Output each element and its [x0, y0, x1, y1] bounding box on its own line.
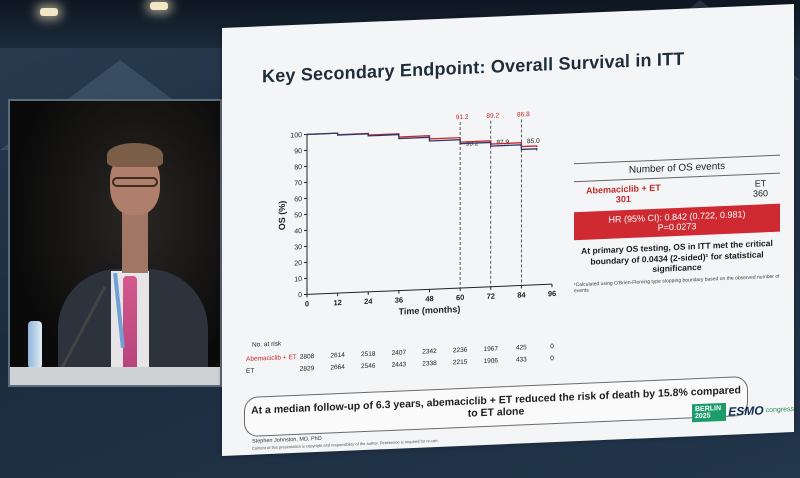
x-tick-label: 12: [333, 298, 341, 307]
arm-a-events: Abemaciclib + ET 301: [586, 183, 661, 206]
milestone-label-bottom: 85.0: [527, 138, 540, 146]
speaker-tie: [123, 276, 137, 384]
speaker-video-feed: [8, 99, 222, 387]
speaker-hair: [107, 143, 163, 167]
y-tick-label: 70: [294, 180, 302, 187]
hazard-ratio-box: HR (95% CI): 0.842 (0.722, 0.981) P=0.02…: [574, 203, 780, 241]
key-takeaway: At a median follow-up of 6.3 years, abem…: [244, 375, 748, 438]
risk-cell: 1967: [483, 345, 498, 354]
risk-cell: 2407: [391, 349, 407, 357]
y-tick-label: 90: [294, 148, 302, 155]
x-tick-label: 24: [364, 297, 373, 306]
risk-row-label: ET: [246, 367, 255, 375]
y-tick-label: 10: [294, 276, 302, 283]
logo-badge: BERLIN 2025: [692, 402, 727, 423]
x-tick-label: 72: [487, 292, 495, 301]
risk-table-header: No. at risk: [252, 340, 282, 349]
risk-row-label: Abemaciclib + ET: [246, 353, 297, 363]
ceiling-light: [150, 2, 168, 10]
y-tick-label: 100: [290, 132, 302, 139]
x-axis-label: Time (months): [399, 304, 461, 317]
podium-desk: [10, 367, 220, 385]
risk-cell: 0: [550, 355, 554, 363]
risk-cell: 2338: [422, 359, 437, 368]
y-axis-label: OS (%): [277, 201, 287, 231]
esmo-logo: BERLIN 2025 ESMO congress: [692, 400, 794, 423]
milestone-label-bottom: 90.2: [466, 140, 479, 148]
risk-cell: 2664: [330, 363, 345, 372]
risk-cell: 2443: [391, 361, 407, 369]
milestone-label-bottom: 87.9: [496, 139, 509, 147]
risk-cell: 2215: [452, 358, 468, 367]
significance-statement: At primary OS testing, OS in ITT met the…: [581, 237, 773, 275]
milestone-label-top: 91.2: [456, 114, 469, 122]
arm-b-label: ET: [754, 178, 767, 189]
x-tick-label: 84: [517, 290, 526, 299]
x-tick-label: 0: [305, 299, 309, 308]
risk-cell: 2546: [361, 362, 376, 371]
y-tick-label: 60: [294, 196, 302, 203]
risk-cell: 1906: [483, 357, 498, 366]
risk-cell: 425: [515, 344, 527, 352]
risk-cell: 0: [550, 343, 554, 351]
risk-cell: 2236: [452, 346, 468, 355]
presentation-slide: Key Secondary Endpoint: Overall Survival…: [222, 4, 794, 457]
km-survival-chart: 0 10 20 30 40 50 60 70 80 90 100 0 12 24 36 48 60 72 84 96 T…: [277, 111, 556, 317]
y-tick-label: 50: [294, 212, 302, 219]
y-tick-label: 40: [294, 228, 302, 235]
slide-title: Key Secondary Endpoint: Overall Survival…: [262, 48, 685, 87]
milestone-label-top: 89.2: [486, 112, 499, 120]
milestone-label-top: 86.8: [517, 111, 530, 119]
x-tick-label: 60: [456, 293, 464, 302]
speaker-neck: [122, 211, 148, 273]
x-tick-label: 96: [548, 289, 556, 298]
logo-subtitle: congress: [765, 405, 794, 414]
risk-cell: 433: [515, 356, 527, 364]
y-tick-label: 20: [294, 260, 302, 267]
y-tick-label: 80: [294, 164, 302, 171]
risk-cell: 2808: [299, 353, 315, 361]
risk-cell: 2614: [330, 351, 345, 360]
y-tick-label: 30: [294, 244, 302, 251]
arm-b-count: 360: [752, 188, 768, 199]
x-tick-label: 36: [395, 295, 403, 304]
x-tick-label: 48: [425, 294, 433, 303]
speaker-glasses: [112, 177, 158, 187]
arm-b-events: ET 360: [753, 178, 768, 199]
risk-cell: 2829: [299, 365, 315, 373]
risk-cell: 2342: [422, 347, 437, 356]
survival-curve-et: [307, 132, 538, 151]
logo-wordmark: ESMO: [728, 403, 764, 419]
os-events-panel: Number of OS events Abemaciclib + ET 301…: [574, 154, 780, 294]
y-tick-label: 0: [298, 292, 302, 299]
ceiling-light: [40, 8, 58, 16]
water-bottle: [28, 321, 42, 369]
risk-cell: 2518: [361, 350, 376, 359]
